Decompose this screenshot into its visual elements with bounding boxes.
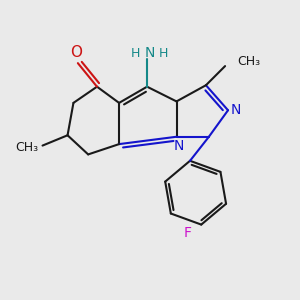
Text: H: H	[159, 47, 168, 60]
Text: N: N	[145, 46, 155, 60]
Text: H: H	[131, 47, 141, 60]
Text: N: N	[231, 103, 242, 117]
Text: O: O	[70, 45, 83, 60]
Text: F: F	[184, 226, 192, 240]
Text: CH₃: CH₃	[15, 141, 38, 154]
Text: CH₃: CH₃	[238, 55, 261, 68]
Text: N: N	[174, 139, 184, 153]
